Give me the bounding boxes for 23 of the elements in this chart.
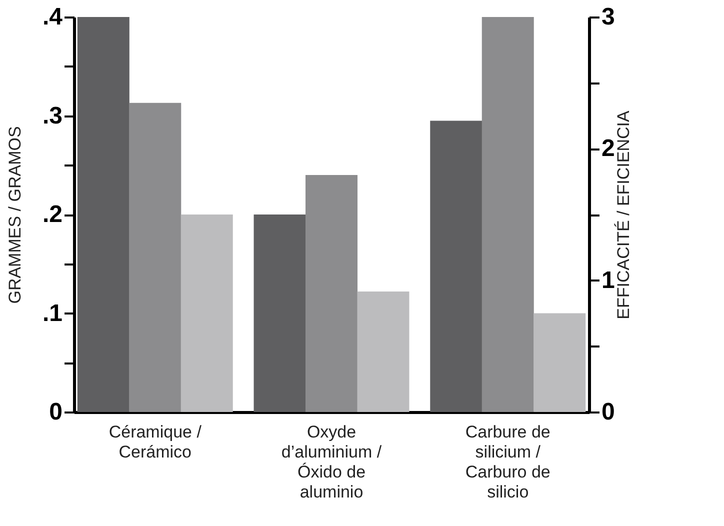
y2-tick-label: 1 <box>602 266 615 294</box>
y-tick-label: .3 <box>42 102 62 130</box>
y2-tick-label: 2 <box>602 135 615 162</box>
bar <box>357 292 410 412</box>
bar <box>180 214 233 412</box>
y-tick-label: 0 <box>49 398 62 426</box>
x-tick-label: Oxyde d’aluminium / Óxido de aluminio <box>281 422 382 502</box>
bar <box>306 175 358 412</box>
y-tick-label: .2 <box>42 201 62 228</box>
bar <box>534 313 586 412</box>
y2-tick-label: 0 <box>602 398 615 426</box>
x-tick-label: Carbure de silicium / Carburo de silicio <box>465 422 550 502</box>
y2-tick-label: 3 <box>602 4 615 30</box>
bar <box>254 214 306 412</box>
y-tick-label: .4 <box>42 4 64 30</box>
bar <box>482 17 534 412</box>
x-tick-label: Céramique / Cerámico <box>108 422 202 462</box>
bar <box>430 120 482 412</box>
y-axis-title: GRAMMES / GRAMOS <box>5 126 24 304</box>
bar <box>77 17 130 412</box>
y-tick-label: .1 <box>42 300 62 327</box>
y2-axis-title: EFFICACITÉ / EFICIENCIA <box>614 110 633 320</box>
bar <box>129 102 182 412</box>
